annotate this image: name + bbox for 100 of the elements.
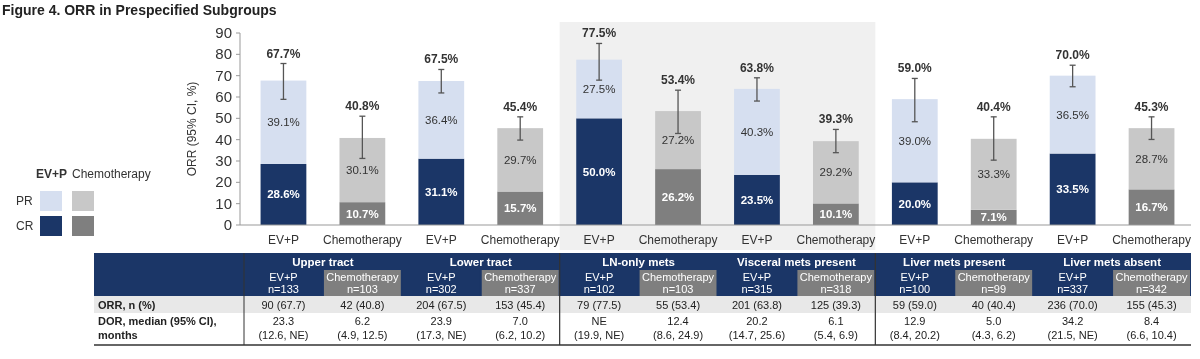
- text: 59 (59.0): [892, 299, 937, 311]
- bar: [655, 111, 701, 170]
- bar: [497, 128, 544, 192]
- text: Liver mets present: [903, 256, 1006, 268]
- text: Upper tract: [292, 256, 354, 268]
- total-label: 59.0%: [897, 61, 933, 76]
- y-tick-label: 70: [215, 66, 232, 84]
- category-label: Chemotherapy: [326, 271, 399, 283]
- data-label: 15.7%: [503, 202, 537, 215]
- text: 125 (39.3): [810, 299, 861, 311]
- data-label: 31.1%: [424, 185, 458, 198]
- text: n=318: [820, 283, 852, 295]
- text: n=342: [1136, 283, 1167, 295]
- x-tick-label: Chemotherapy: [954, 233, 1034, 247]
- text: 204 (67.5): [416, 299, 467, 311]
- text: 153 (45.4): [495, 299, 546, 311]
- category-label: Chemotherapy: [1115, 271, 1188, 283]
- category-label: Chemotherapy: [957, 271, 1030, 283]
- x-tick-label: Chemotherapy: [480, 233, 560, 247]
- data-label: 29.2%: [819, 166, 853, 179]
- bar: [260, 80, 307, 164]
- text: 40 (40.4): [971, 299, 1016, 311]
- y-tick-label: 90: [215, 24, 232, 41]
- text: Visceral mets present: [737, 256, 856, 268]
- category-label: EV+P: [427, 271, 456, 283]
- y-tick-label: 30: [215, 152, 232, 169]
- text: n=133: [268, 283, 299, 295]
- data-label: 27.2%: [661, 134, 695, 147]
- text: ORR, n (%): [98, 299, 156, 311]
- bar: [418, 81, 465, 159]
- total-label: 53.4%: [661, 73, 696, 88]
- text: 23.9 (17.3, NE): [416, 315, 467, 341]
- total-label: 45.3%: [1134, 99, 1169, 114]
- x-tick-label: EV+P: [583, 233, 615, 247]
- bar: [576, 59, 623, 119]
- y-axis-title: ORR (95% CI, %): [185, 81, 199, 177]
- category-label: EV+P: [900, 271, 930, 283]
- bar: [891, 99, 938, 183]
- x-tick-label: Chemotherapy: [1112, 233, 1191, 247]
- category-label: Chemotherapy: [641, 271, 715, 283]
- text: n=103: [662, 283, 694, 295]
- data-label: 30.1%: [346, 164, 379, 177]
- total-label: 63.8%: [739, 60, 775, 75]
- text: n=100: [899, 283, 931, 295]
- y-tick-label: 40: [215, 130, 232, 148]
- y-tick-label: 50: [215, 109, 232, 127]
- bar: [812, 141, 859, 204]
- total-label: 70.0%: [1055, 48, 1090, 63]
- category-label: Chemotherapy: [484, 271, 557, 283]
- bar: [576, 118, 623, 225]
- text: 23.3 (12.6, NE): [258, 315, 309, 341]
- bar: [1049, 153, 1096, 225]
- legend-label: PR: [16, 194, 33, 208]
- text: 7.0 (6.2, 10.2): [495, 315, 546, 341]
- category-label: Chemotherapy: [799, 271, 872, 283]
- text: n=302: [425, 283, 457, 295]
- bar: [1049, 75, 1096, 154]
- data-label: 33.5%: [1056, 183, 1089, 196]
- text: n=337: [1057, 283, 1089, 295]
- text: 20.2 (14.7, 25.6): [728, 315, 786, 341]
- bar: [655, 169, 701, 225]
- category-label: Chemotherapy: [72, 167, 151, 181]
- y-tick-label: 20: [215, 173, 232, 191]
- bar: [418, 158, 465, 225]
- bar: [734, 88, 780, 175]
- text: DOR, median (95% CI), months: [98, 315, 217, 341]
- data-label: 7.1%: [980, 211, 1007, 224]
- category-label: EV+P: [269, 271, 298, 283]
- text: n=102: [583, 283, 615, 295]
- data-label: 26.2%: [661, 191, 695, 204]
- x-tick-label: EV+P: [1057, 233, 1089, 247]
- category-label: EV+P: [1058, 271, 1087, 283]
- data-label: 39.0%: [898, 134, 932, 147]
- bar: [970, 138, 1017, 210]
- data-label: 10.7%: [346, 207, 379, 220]
- text: 12.9 (8.4, 20.2): [889, 315, 940, 341]
- data-label: 39.1%: [267, 116, 300, 129]
- text: 5.0 (4.3, 6.2): [971, 315, 1016, 341]
- x-tick-label: EV+P: [741, 233, 773, 247]
- data-label: 50.0%: [582, 165, 616, 178]
- data-label: 40.3%: [740, 125, 774, 138]
- total-label: 39.3%: [818, 112, 854, 127]
- total-label: 67.5%: [424, 52, 459, 67]
- text: 6.2 (4.9, 12.5): [337, 315, 388, 341]
- text: 42 (40.8): [340, 299, 385, 311]
- chart-title: Figure 4. ORR in Prespecified Subgroups: [2, 2, 277, 18]
- text: NE (19.9, NE): [574, 315, 625, 341]
- x-tick-label: EV+P: [267, 233, 299, 247]
- bar: [339, 137, 386, 203]
- data-label: 28.7%: [1135, 152, 1168, 165]
- data-label: 20.0%: [898, 197, 932, 210]
- total-label: 40.8%: [345, 99, 380, 114]
- text: n=99: [981, 283, 1007, 295]
- total-label: 77.5%: [582, 26, 617, 41]
- text: n=103: [346, 283, 378, 295]
- x-tick-label: Chemotherapy: [796, 233, 876, 247]
- text: LN-only mets: [602, 256, 676, 268]
- text: 155 (45.3): [1126, 299, 1177, 311]
- y-tick-label: 0: [223, 216, 232, 233]
- text: 79 (77.5): [577, 299, 622, 311]
